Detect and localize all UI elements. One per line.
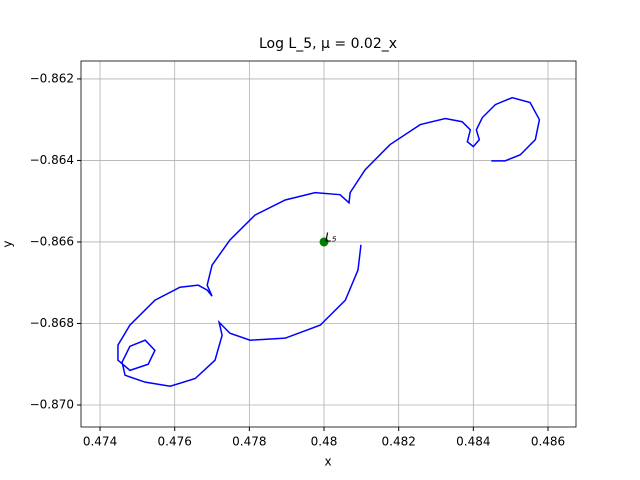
x-tick-label: 0.478: [232, 435, 266, 449]
x-tick-label: 0.474: [83, 435, 117, 449]
y-tick-label: −0.864: [30, 153, 74, 167]
x-tick-label: 0.486: [531, 435, 565, 449]
y-tick-label: −0.862: [30, 71, 74, 85]
plot-frame: [80, 60, 577, 428]
x-tick-label: 0.482: [382, 435, 416, 449]
y-tick-label: −0.870: [30, 397, 74, 411]
x-tick-label: 0.484: [456, 435, 490, 449]
x-tick-label: 0.476: [158, 435, 192, 449]
y-tick-label: −0.866: [30, 234, 74, 248]
point-marker: [319, 237, 329, 247]
chart-title: Log L_5, μ = 0.02_x: [259, 36, 397, 52]
x-axis-label: x: [324, 455, 331, 469]
y-tick-label: −0.868: [30, 316, 74, 330]
y-axis-label: y: [1, 240, 15, 247]
x-tick-label: 0.48: [311, 435, 338, 449]
trajectory-line: [117, 96, 541, 388]
point-label: L₅: [325, 230, 337, 244]
